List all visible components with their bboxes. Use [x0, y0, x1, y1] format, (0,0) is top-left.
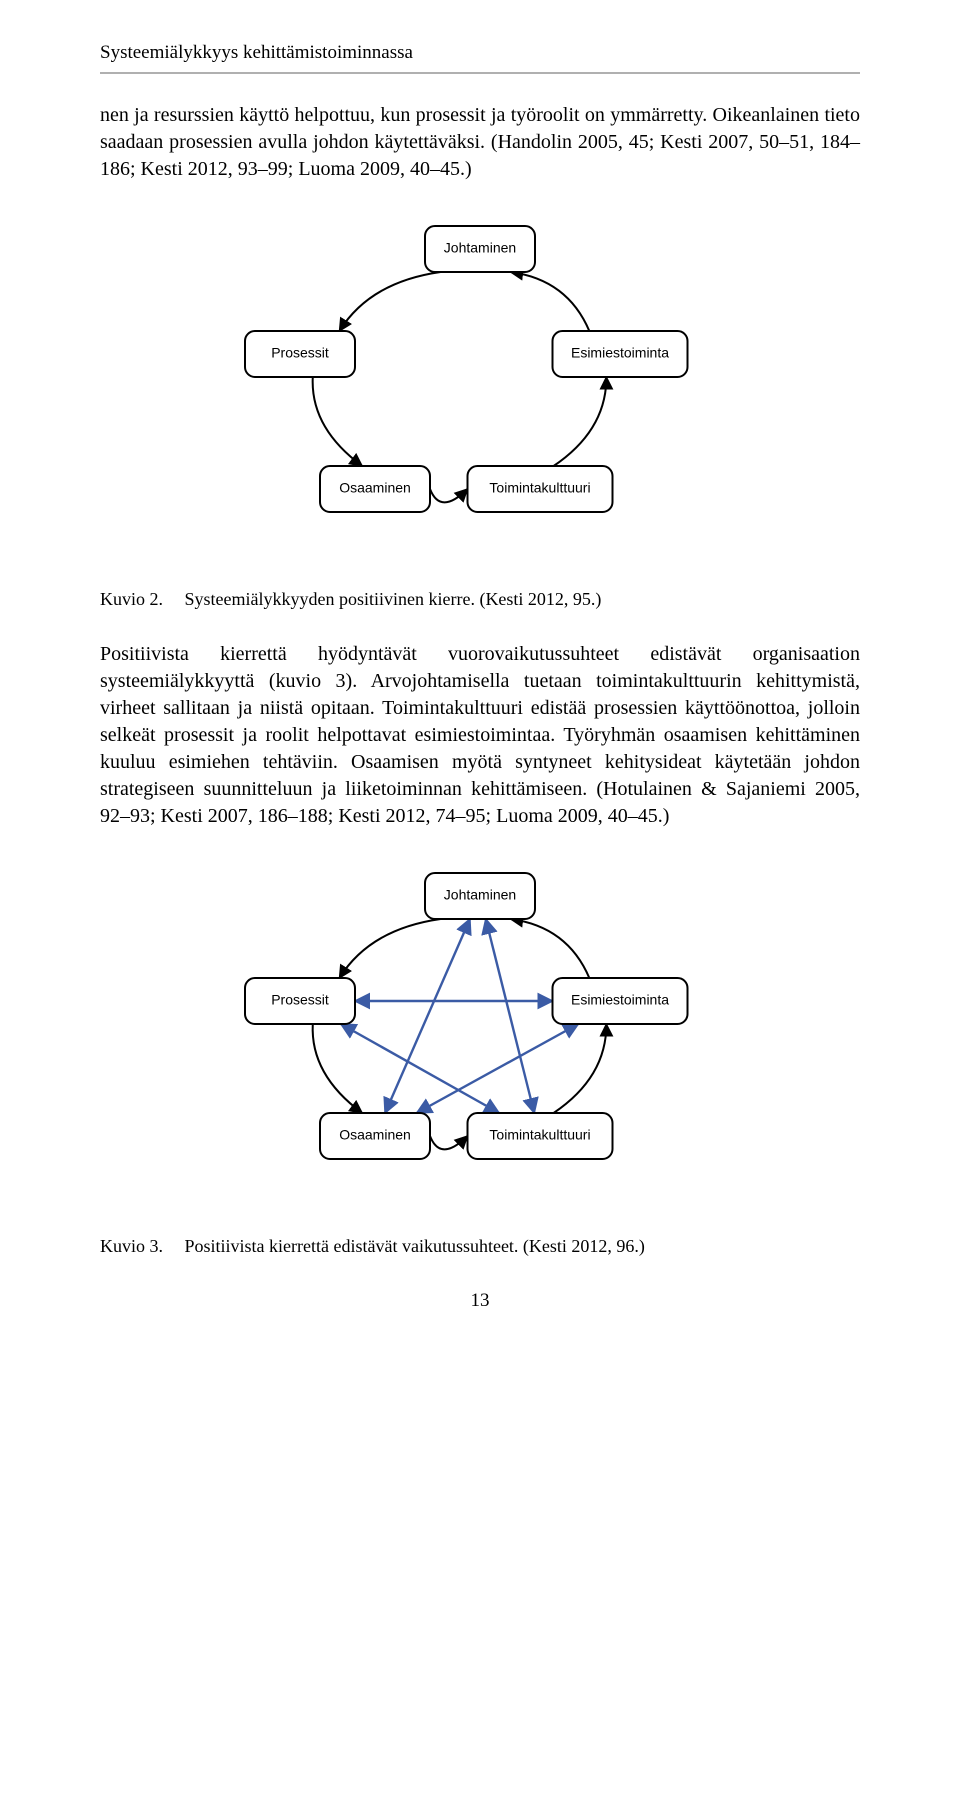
paragraph-1: nen ja resurssien käyttö helpottuu, kun …: [100, 102, 860, 183]
svg-text:Johtaminen: Johtaminen: [444, 239, 516, 255]
svg-text:Osaaminen: Osaaminen: [339, 1127, 411, 1143]
page-number: 13: [100, 1288, 860, 1314]
svg-text:Esimiestoiminta: Esimiestoiminta: [571, 992, 669, 1008]
svg-text:Toimintakulttuuri: Toimintakulttuuri: [489, 479, 590, 495]
figure-2-label: Kuvio 2.: [100, 587, 180, 611]
paragraph-2: Positiivista kierrettä hyödyntävät vuoro…: [100, 641, 860, 830]
figure-2-text: Systeemiälykkyyden positiivinen kierre. …: [185, 589, 602, 609]
svg-text:Prosessit: Prosessit: [271, 344, 329, 360]
figure-2-diagram: Johtaminen Esimiestoiminta Toimintakulttuu…: [220, 209, 740, 569]
figure-3-caption: Kuvio 3. Positiivista kierrettä edistävä…: [100, 1234, 860, 1258]
svg-text:Johtaminen: Johtaminen: [444, 887, 516, 903]
figure-3-label: Kuvio 3.: [100, 1234, 180, 1258]
figure-3-text: Positiivista kierrettä edistävät vaikutu…: [185, 1236, 645, 1256]
svg-text:Toimintakulttuuri: Toimintakulttuuri: [489, 1127, 590, 1143]
svg-text:Esimiestoiminta: Esimiestoiminta: [571, 344, 669, 360]
figure-2-caption: Kuvio 2. Systeemiälykkyyden positiivinen…: [100, 587, 860, 611]
running-head: Systeemiälykkyys kehittämistoiminnassa: [100, 40, 860, 74]
svg-text:Prosessit: Prosessit: [271, 992, 329, 1008]
svg-text:Osaaminen: Osaaminen: [339, 479, 411, 495]
figure-3-diagram: Johtaminen Esimiestoiminta Toimintakulttuu…: [220, 856, 740, 1216]
